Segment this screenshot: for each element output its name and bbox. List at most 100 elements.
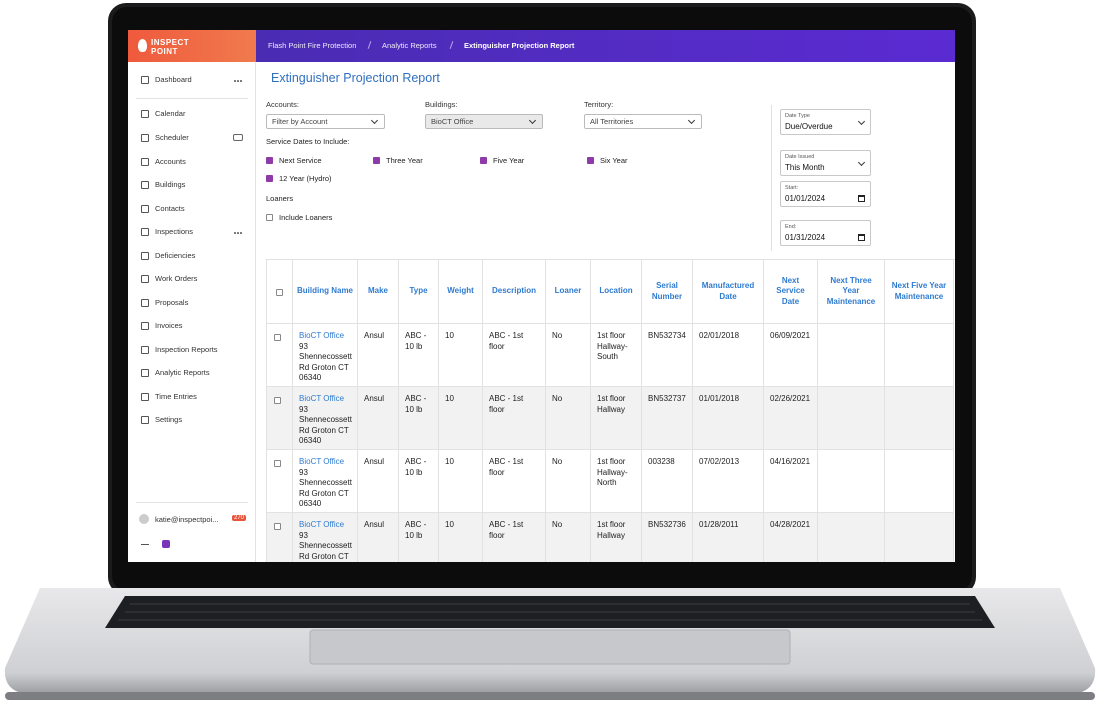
nav-icon <box>141 322 149 330</box>
date-input[interactable]: End: 01/31/2024 <box>780 220 871 246</box>
column-header[interactable]: Next Service Date <box>764 260 818 324</box>
table-cell: ABC - 10 lb <box>399 387 439 450</box>
report-table: Building Name Make Type Weight Description Lo… <box>266 259 955 562</box>
table-cell: 10 <box>439 450 483 513</box>
nav-item[interactable]: Buildings <box>155 180 186 189</box>
nav-item[interactable]: Work Orders <box>155 274 198 283</box>
table-cell: BioCT Office 93 Shennecossett Rd Groton C… <box>293 513 358 562</box>
sidebar-divider <box>136 98 248 99</box>
row-checkbox[interactable] <box>274 334 281 341</box>
column-header[interactable]: Next Three Year Maintenance <box>818 260 885 324</box>
nav-item[interactable]: Settings <box>155 415 183 424</box>
checkbox-label: Six Year <box>600 156 628 165</box>
table-cell <box>885 324 954 387</box>
checkbox[interactable] <box>587 157 594 164</box>
date-input[interactable]: Start: 01/01/2024 <box>780 181 871 207</box>
input-label: End: <box>785 224 797 230</box>
select[interactable]: Date Issued This Month <box>780 150 871 176</box>
nav-item[interactable]: Calendar <box>155 109 186 118</box>
nav-item[interactable]: Time Entries <box>155 392 197 401</box>
more-dot <box>237 232 239 234</box>
select-chevron <box>687 116 696 125</box>
column-header[interactable]: Make <box>358 260 399 324</box>
notification-badge: 270 <box>232 515 247 521</box>
table-cell: 003238 <box>642 450 693 513</box>
column-header[interactable]: Loaner <box>546 260 591 324</box>
table-cell: 02/26/2021 <box>764 387 818 450</box>
nav-icon <box>141 205 149 213</box>
table-cell: BioCT Office 93 Shennecossett Rd Groton C… <box>293 387 358 450</box>
select[interactable]: Date Type Due/Overdue <box>780 109 871 135</box>
checkbox[interactable] <box>266 157 273 164</box>
nav-item[interactable]: Contacts <box>155 204 185 213</box>
input-label: Start: <box>785 185 799 191</box>
select[interactable]: BioCT Office <box>425 114 543 129</box>
table-cell <box>267 450 293 513</box>
nav-item[interactable]: Analytic Reports <box>155 368 210 377</box>
select[interactable]: All Territories <box>584 114 702 129</box>
user-email[interactable]: katie@inspectpoi... <box>155 515 219 524</box>
nav-item[interactable]: Accounts <box>155 157 186 166</box>
column-header[interactable]: Type <box>399 260 439 324</box>
table-cell: BioCT Office 93 Shennecossett Rd Groton C… <box>293 450 358 513</box>
nav-item[interactable]: Scheduler <box>155 133 189 142</box>
input-value: Due/Overdue <box>785 122 833 131</box>
column-header[interactable]: Location <box>591 260 642 324</box>
input-label: Date Type <box>785 113 810 119</box>
calendar-icon <box>858 234 865 241</box>
select-all-checkbox[interactable] <box>276 289 283 296</box>
building-link[interactable]: BioCT Office <box>299 457 345 466</box>
nav-icon <box>141 346 149 354</box>
checkbox[interactable] <box>266 214 273 221</box>
table-cell <box>885 387 954 450</box>
more-dot <box>240 232 242 234</box>
row-checkbox[interactable] <box>274 523 281 530</box>
column-header[interactable]: Serial Number <box>642 260 693 324</box>
filter-label: Buildings: <box>425 100 458 109</box>
select-chevron <box>370 116 379 125</box>
building-link[interactable]: BioCT Office <box>299 520 345 529</box>
table-cell: ABC - 1st floor <box>483 450 546 513</box>
nav-icon <box>141 181 149 189</box>
table-cell: ABC - 1st floor <box>483 324 546 387</box>
table-cell: 10 <box>439 324 483 387</box>
checkbox[interactable] <box>266 175 273 182</box>
breadcrumb-item: Extinguisher Projection Report <box>464 41 575 50</box>
table-cell: ABC - 10 lb <box>399 324 439 387</box>
column-header[interactable]: Weight <box>439 260 483 324</box>
base-edge <box>5 692 1095 700</box>
nav-icon <box>141 252 149 260</box>
select[interactable]: Filter by Account <box>266 114 385 129</box>
checkbox[interactable] <box>373 157 380 164</box>
checkbox[interactable] <box>480 157 487 164</box>
nav-item[interactable]: Invoices <box>155 321 183 330</box>
input-value: This Month <box>785 163 825 172</box>
table-cell <box>885 513 954 562</box>
more-dot <box>237 80 239 82</box>
table-cell: BN532736 <box>642 513 693 562</box>
nav-item[interactable]: Dashboard <box>155 75 192 84</box>
building-address: 93 Shennecossett Rd Groton CT 06340 <box>299 530 352 561</box>
column-header[interactable]: Description <box>483 260 546 324</box>
row-checkbox[interactable] <box>274 460 281 467</box>
help-icon <box>162 540 170 548</box>
panel-divider <box>771 105 772 251</box>
table-cell: ABC - 10 lb <box>399 450 439 513</box>
breadcrumb-item[interactable]: Flash Point Fire Protection <box>268 41 357 50</box>
row-checkbox[interactable] <box>274 397 281 404</box>
column-header[interactable]: Next Five Year Maintenance <box>885 260 954 324</box>
nav-item[interactable]: Inspection Reports <box>155 345 218 354</box>
table-cell: Ansul <box>358 324 399 387</box>
brand-block <box>128 30 256 62</box>
column-header[interactable]: Building Name <box>293 260 358 324</box>
table-cell: 02/01/2018 <box>693 324 764 387</box>
breadcrumb-item[interactable]: Analytic Reports <box>382 41 437 50</box>
nav-item[interactable]: Deficiencies <box>155 251 196 260</box>
nav-item[interactable]: Inspections <box>155 227 193 236</box>
building-link[interactable]: BioCT Office <box>299 331 345 340</box>
nav-item[interactable]: Proposals <box>155 298 189 307</box>
table-cell: No <box>546 513 591 562</box>
building-link[interactable]: BioCT Office <box>299 394 345 403</box>
nav-icon <box>141 299 149 307</box>
column-header[interactable]: Manufactured Date <box>693 260 764 324</box>
